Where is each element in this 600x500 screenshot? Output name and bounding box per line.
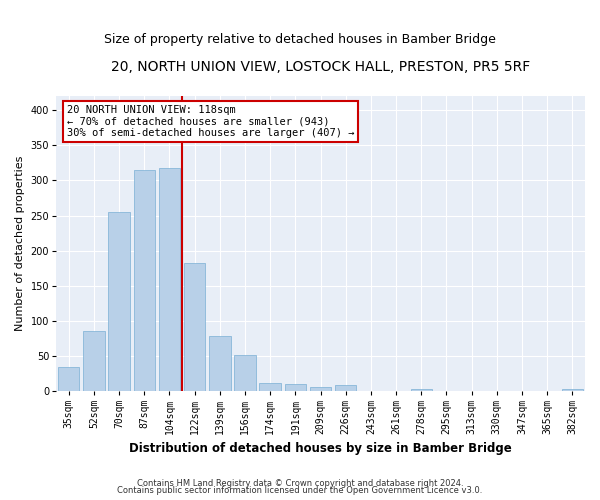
Bar (259, 383, 281, 392)
Text: Contains HM Land Registry data © Crown copyright and database right 2024.: Contains HM Land Registry data © Crown c… (137, 478, 463, 488)
Bar (109, 212, 130, 392)
Bar (159, 168, 180, 392)
Bar (209, 336, 230, 392)
X-axis label: Distribution of detached houses by size in Bamber Bridge: Distribution of detached houses by size … (129, 442, 512, 455)
Text: Contains public sector information licensed under the Open Government Licence v3: Contains public sector information licen… (118, 486, 482, 495)
Bar (562, 388, 583, 392)
Bar (436, 391, 457, 392)
Bar (284, 384, 306, 392)
Title: 20, NORTH UNION VIEW, LOSTOCK HALL, PRESTON, PR5 5RF: 20, NORTH UNION VIEW, LOSTOCK HALL, PRES… (111, 60, 530, 74)
Text: Size of property relative to detached houses in Bamber Bridge: Size of property relative to detached ho… (104, 32, 496, 46)
Bar (335, 385, 356, 392)
Bar (184, 262, 205, 392)
Y-axis label: Number of detached properties: Number of detached properties (15, 156, 25, 332)
Bar (134, 170, 155, 392)
Bar (58, 367, 79, 392)
Bar (310, 388, 331, 392)
Bar (83, 331, 104, 392)
Bar (235, 355, 256, 392)
Text: 20 NORTH UNION VIEW: 118sqm
← 70% of detached houses are smaller (943)
30% of se: 20 NORTH UNION VIEW: 118sqm ← 70% of det… (67, 105, 354, 138)
Bar (410, 388, 432, 392)
